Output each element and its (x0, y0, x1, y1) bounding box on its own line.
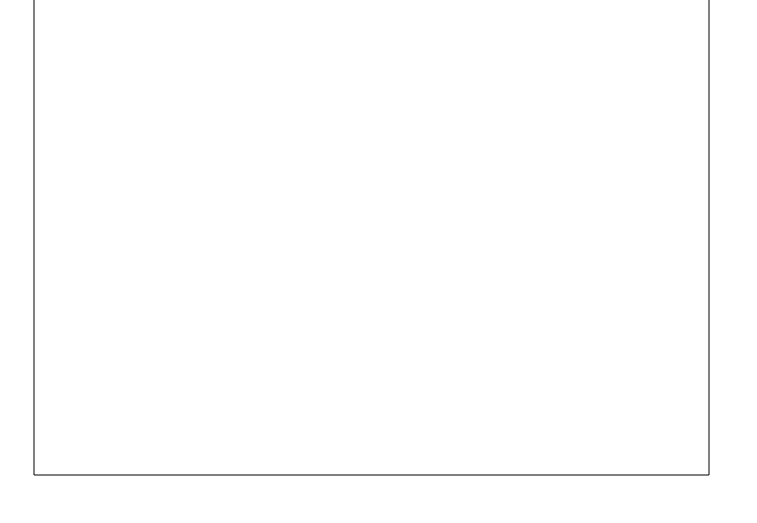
plot-frame (33, 0, 710, 476)
chart-labels: 3504004505005506006507007508008509009501… (15, 0, 757, 492)
